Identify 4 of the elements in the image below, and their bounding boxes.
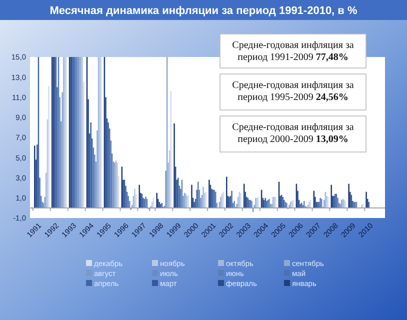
chart-title: Месячная динамика инфляции за период 1991-2010, в % [50,5,358,17]
annotation: Средне-годовая инфляция за период 1995-2009 24,56% [232,80,354,103]
annotation: Средне-годовая инфляция за период 1991-2009 77,48% [232,40,354,63]
annotation: Средне-годовая инфляция за период 2000-2009 13,09% [232,122,354,145]
